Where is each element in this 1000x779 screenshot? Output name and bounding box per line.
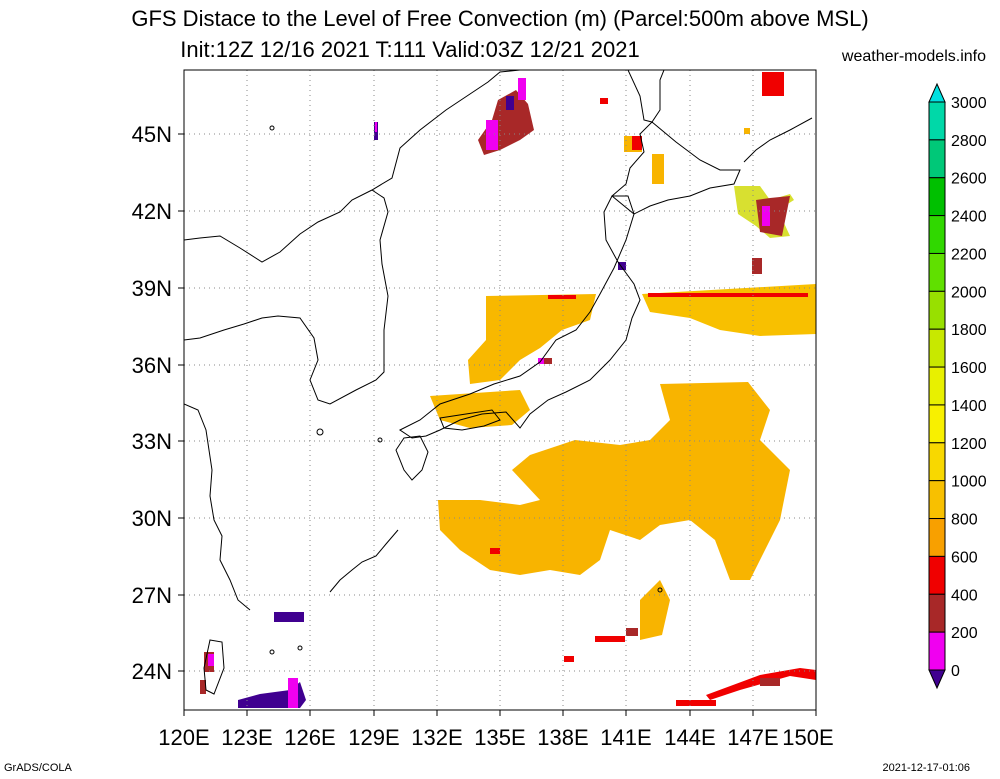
sea-of-japan-patch bbox=[468, 294, 596, 384]
colorbar-swatch bbox=[928, 101, 946, 141]
plot-area bbox=[184, 70, 816, 710]
colorbar-label: 400 bbox=[951, 587, 978, 604]
colorbar-label: 600 bbox=[951, 549, 978, 566]
lat-label: 36N bbox=[132, 353, 172, 378]
colorbar-label: 2400 bbox=[951, 209, 987, 226]
colorbar-swatch bbox=[928, 139, 946, 179]
lon-label: 123E bbox=[221, 725, 272, 750]
colorbar-swatch bbox=[928, 555, 946, 595]
colorbar-swatch bbox=[928, 177, 946, 217]
colorbar-label: 2800 bbox=[951, 133, 987, 150]
east-japan-patch bbox=[642, 284, 816, 336]
lon-label: 135E bbox=[474, 725, 525, 750]
colorbar-label: 800 bbox=[951, 512, 978, 529]
lon-label: 141E bbox=[600, 725, 651, 750]
south-pacific-patch bbox=[438, 382, 790, 580]
lon-label: 138E bbox=[537, 725, 588, 750]
graticule bbox=[184, 70, 816, 710]
colorbar-swatch bbox=[928, 328, 946, 368]
colorbar-swatch bbox=[928, 252, 946, 292]
colorbar-swatch bbox=[928, 518, 946, 557]
lat-label: 24N bbox=[132, 659, 172, 684]
colorbar-label: 1600 bbox=[951, 360, 987, 377]
lon-label: 147E bbox=[727, 725, 778, 750]
colorbar-swatch bbox=[928, 480, 946, 520]
colorbar-swatch bbox=[928, 631, 946, 671]
colorbar-swatch bbox=[928, 290, 946, 330]
lat-label: 30N bbox=[132, 506, 172, 531]
colorbar-swatch bbox=[928, 215, 946, 254]
colorbar-label: 0 bbox=[951, 663, 960, 680]
colorbar-swatch bbox=[928, 366, 946, 406]
colorbar-top-arrow bbox=[928, 82, 946, 103]
lfc-shading bbox=[200, 72, 816, 708]
colorbar-swatch bbox=[928, 593, 946, 633]
lat-label: 27N bbox=[132, 583, 172, 608]
colorbar-label: 1800 bbox=[951, 322, 987, 339]
lat-label: 39N bbox=[132, 276, 172, 301]
init-valid-text: Init:12Z 12/16 2021 T:111 Valid:03Z 12/2… bbox=[180, 37, 640, 62]
colorbar-label: 1000 bbox=[951, 474, 987, 491]
longitude-labels: 120E 123E 126E 129E 132E 135E 138E 141E … bbox=[158, 725, 833, 750]
lon-label: 132E bbox=[411, 725, 462, 750]
chart-title: GFS Distace to the Level of Free Convect… bbox=[131, 6, 869, 31]
footer-timestamp: 2021-12-17-01:06 bbox=[882, 762, 970, 774]
lon-label: 144E bbox=[664, 725, 715, 750]
axis-ticks bbox=[178, 133, 817, 716]
lat-label: 42N bbox=[132, 199, 172, 224]
chart-subtitle: Init:12Z 12/16 2021 T:111 Valid:03Z 12/2… bbox=[0, 37, 1000, 63]
lon-label: 150E bbox=[782, 725, 833, 750]
colorbar-swatch bbox=[928, 404, 946, 444]
colorbar-label: 2000 bbox=[951, 284, 987, 301]
colorbar-label: 1400 bbox=[951, 398, 987, 415]
colorbar: 3000280026002400220020001800160014001200… bbox=[928, 82, 987, 690]
latitude-labels: 45N 42N 39N 36N 33N 30N 27N 24N bbox=[132, 122, 172, 684]
colorbar-swatch bbox=[928, 442, 946, 482]
footer-credit: GrADS/COLA bbox=[4, 762, 72, 774]
lon-label: 129E bbox=[348, 725, 399, 750]
lon-label: 126E bbox=[284, 725, 335, 750]
lat-label: 45N bbox=[132, 122, 172, 147]
colorbar-label: 1200 bbox=[951, 436, 987, 453]
colorbar-label: 200 bbox=[951, 625, 978, 642]
colorbar-label: 2200 bbox=[951, 246, 987, 263]
coastlines bbox=[184, 70, 813, 695]
site-credit: weather-models.info bbox=[841, 48, 986, 65]
lat-label: 33N bbox=[132, 429, 172, 454]
lon-label: 120E bbox=[158, 725, 209, 750]
colorbar-label: 2600 bbox=[951, 171, 987, 188]
colorbar-label: 3000 bbox=[951, 95, 987, 112]
colorbar-bottom-arrow bbox=[928, 669, 946, 690]
